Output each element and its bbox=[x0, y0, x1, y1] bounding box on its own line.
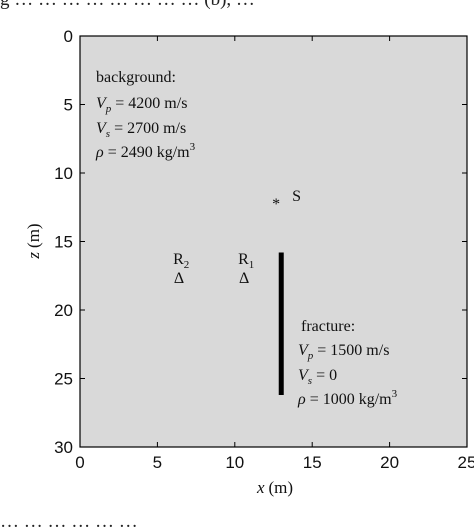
x-tick-label: 5 bbox=[153, 453, 162, 472]
x-tick-label: 15 bbox=[303, 453, 322, 472]
x-tick-label: 25 bbox=[458, 453, 474, 472]
y-axis-label: z(m) bbox=[24, 223, 43, 259]
y-tick-label: 10 bbox=[54, 164, 73, 183]
x-tick-label: 20 bbox=[380, 453, 399, 472]
receiver-label-sub: 1 bbox=[249, 259, 255, 271]
fracture-vs: Vs = 0 bbox=[298, 367, 337, 387]
y-tick-label: 20 bbox=[54, 301, 73, 320]
background-annotation: background: Vp = 4200 m/s Vs = 2700 m/s … bbox=[95, 69, 196, 161]
fracture-vp: Vp = 1500 m/s bbox=[298, 342, 389, 362]
caption-bottom-cut: … … … … … … bbox=[0, 511, 138, 531]
receiver-marker: Δ bbox=[239, 270, 249, 287]
y-axis-ticks: 0 5 10 15 20 25 30 bbox=[54, 27, 467, 457]
source-label: S bbox=[292, 188, 301, 205]
x-tick-label: 10 bbox=[225, 453, 244, 472]
receiver-label-sub: 2 bbox=[184, 259, 190, 271]
y-tick-label: 0 bbox=[64, 27, 73, 46]
background-rho: ρ = 2490 kg/m3 bbox=[95, 141, 196, 161]
background-vs: Vs = 2700 m/s bbox=[96, 120, 186, 140]
y-tick-label: 25 bbox=[54, 370, 73, 389]
receiver-label-base: R bbox=[173, 251, 184, 268]
fracture-title: fracture: bbox=[301, 318, 355, 335]
receiver-marker: Δ bbox=[174, 270, 184, 287]
y-tick-label: 15 bbox=[54, 233, 73, 252]
source-marker: * bbox=[272, 196, 280, 213]
fracture-rho: ρ = 1000 kg/m3 bbox=[297, 388, 398, 408]
caption-top-cut: g … … … … … … … … (b), … bbox=[0, 0, 474, 11]
background-vp: Vp = 4200 m/s bbox=[96, 95, 187, 115]
model-panel bbox=[79, 35, 468, 448]
x-axis-label: x (m) bbox=[256, 478, 293, 497]
x-axis-ticks: 0 5 10 15 20 25 bbox=[75, 36, 474, 472]
receiver-label: R1 bbox=[238, 251, 254, 271]
y-tick-label: 30 bbox=[54, 438, 73, 457]
background-title: background: bbox=[96, 69, 176, 86]
receiver-label-base: R bbox=[238, 251, 249, 268]
receiver-label: R2 bbox=[173, 251, 189, 271]
y-tick-label: 5 bbox=[64, 96, 73, 115]
fracture-annotation: fracture: Vp = 1500 m/s Vs = 0 ρ = 1000 … bbox=[297, 318, 398, 408]
x-tick-label: 0 bbox=[75, 453, 84, 472]
